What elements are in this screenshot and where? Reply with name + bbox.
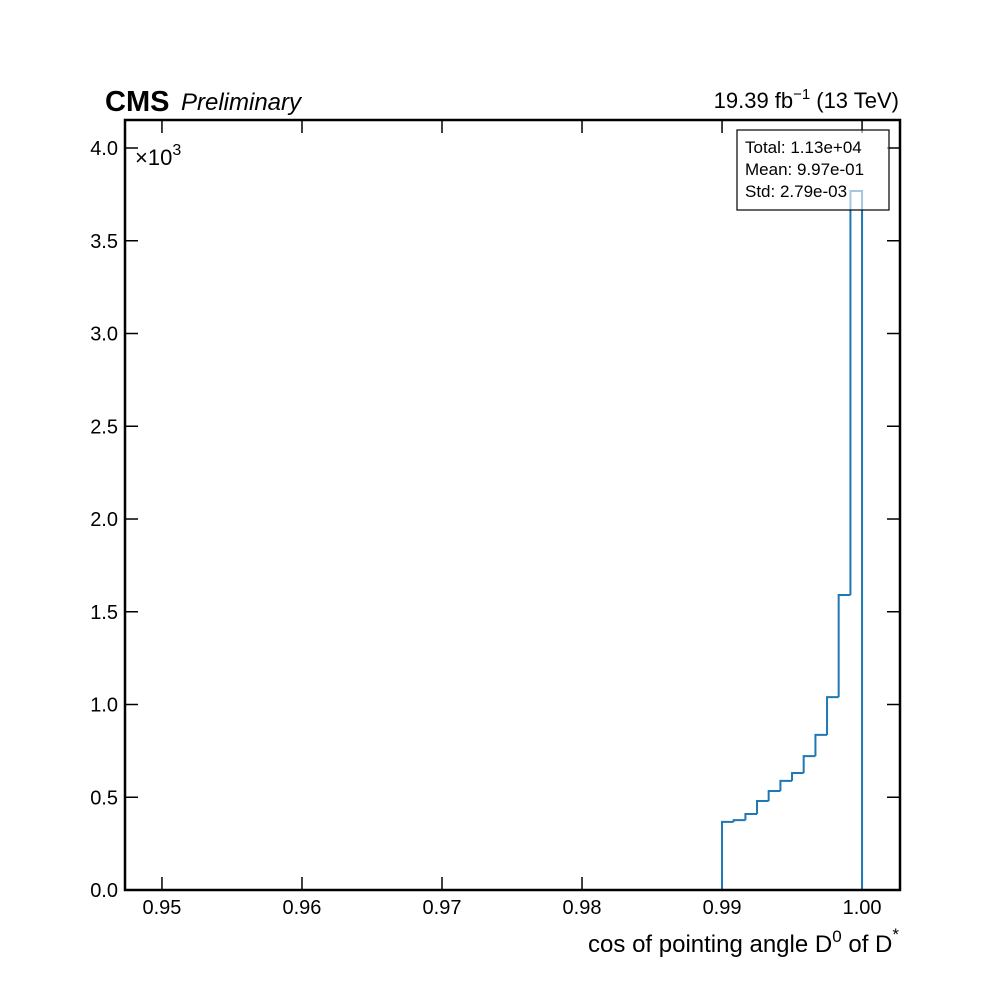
experiment-label: CMS (105, 86, 169, 118)
stats-line: Total: 1.13e+04 (745, 138, 862, 157)
histogram-bin (732, 819, 746, 822)
status-label: Preliminary (181, 89, 303, 116)
y-tick-label: 1.0 (90, 695, 118, 717)
x-tick-label: 0.96 (283, 897, 322, 919)
y-tick-label: 0.5 (90, 787, 118, 809)
x-label-sup: * (892, 925, 899, 944)
histogram-bin (756, 799, 769, 814)
stats-line: Std: 2.79e-03 (745, 182, 847, 201)
lumi-value: 19.39 fb (714, 88, 794, 113)
histogram-bin (779, 779, 793, 791)
x-tick-label: 0.95 (142, 897, 181, 919)
x-label-base: cos of pointing angle D (588, 931, 832, 958)
histogram-bin (767, 789, 781, 801)
x-label-mid: of D (842, 931, 893, 958)
histogram-bin (814, 733, 828, 757)
histogram-bin (837, 594, 851, 698)
stats-box: Total: 1.13e+04 Mean: 9.97e-01 Std: 2.79e-… (736, 129, 890, 211)
x-tick-label: 0.99 (703, 897, 742, 919)
x-tick-label: 0.97 (423, 897, 462, 919)
x-tick-label: 0.98 (563, 897, 602, 919)
histogram-bin (826, 696, 839, 735)
lumi-exponent: −1 (793, 86, 810, 103)
y-multiplier: ×103 (135, 142, 181, 170)
x-label-sup: 0 (832, 927, 841, 946)
plot-frame (123, 118, 902, 892)
x-axis-label: cos of pointing angle D0 of D* (588, 925, 899, 958)
histogram-bin (802, 755, 816, 773)
y-tick-label: 1.5 (90, 602, 118, 624)
histogram-bin (791, 771, 804, 781)
histogram-bin (849, 190, 864, 890)
y-tick-label: 3.5 (90, 231, 118, 253)
y-tick-label: 0.0 (90, 880, 118, 902)
y-tick-label: 3.0 (90, 324, 118, 346)
histogram-bin (721, 820, 734, 890)
x-tick-label: 1.00 (843, 897, 882, 919)
stats-line: Mean: 9.97e-01 (745, 160, 864, 179)
lumi-label: 19.39 fb−1 (13 TeV) (714, 86, 899, 113)
stats-frame (736, 129, 890, 211)
y-tick-label: 2.5 (90, 416, 118, 438)
y-multiplier-exponent: 3 (172, 142, 181, 159)
histogram-bin (744, 812, 758, 821)
y-tick-label: 2.0 (90, 509, 118, 531)
y-multiplier-base: ×10 (135, 145, 172, 170)
y-tick-label: 4.0 (90, 138, 118, 160)
energy-label: (13 TeV) (816, 88, 899, 113)
